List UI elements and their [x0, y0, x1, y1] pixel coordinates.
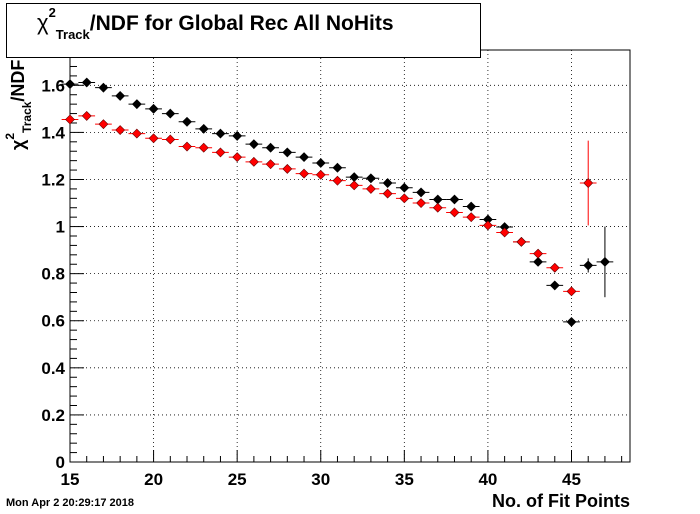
data-point	[165, 134, 176, 145]
timestamp: Mon Apr 2 20:29:17 2018	[6, 497, 134, 509]
data-point	[248, 156, 259, 167]
data-point	[466, 201, 477, 212]
data-point	[265, 159, 276, 170]
data-point	[349, 180, 360, 191]
x-tick-label: 25	[228, 470, 247, 489]
data-point	[182, 116, 192, 127]
data-point	[332, 162, 343, 173]
data-point	[482, 220, 493, 231]
title-chi: χ	[37, 10, 49, 35]
data-point	[449, 194, 460, 205]
data-markers	[61, 77, 614, 327]
ylabel-chi: χ	[8, 139, 28, 150]
x-tick-label: 20	[144, 470, 163, 489]
data-point	[449, 207, 460, 218]
title-rest: /NDF for Global Rec All NoHits	[89, 12, 394, 35]
title-box: χ2 Track/NDF for Global Rec All NoHits	[6, 3, 481, 58]
data-point	[549, 262, 560, 273]
data-point	[65, 79, 75, 90]
chart-title: χ2 Track/NDF for Global Rec All NoHits	[37, 5, 394, 42]
data-point	[131, 99, 142, 110]
data-point	[332, 175, 343, 186]
series-2	[61, 110, 597, 297]
data-point	[533, 256, 543, 267]
data-point	[148, 133, 159, 144]
data-point	[315, 169, 326, 180]
data-point	[131, 128, 142, 139]
data-point	[583, 178, 594, 188]
data-point	[600, 256, 610, 267]
data-point	[516, 236, 527, 247]
data-point	[115, 125, 126, 135]
data-point	[349, 172, 360, 183]
x-tick-label: 45	[562, 470, 581, 489]
data-point	[566, 286, 577, 297]
data-point	[81, 110, 92, 121]
data-point	[566, 316, 577, 327]
ylabel-subscript: Track	[20, 101, 34, 133]
data-point	[416, 198, 426, 208]
data-point	[466, 212, 477, 223]
data-point	[232, 131, 243, 141]
data-point	[533, 248, 543, 259]
data-point	[382, 188, 393, 199]
data-point	[365, 173, 376, 184]
axes: 15 20 25 30 35 40 45 0 0.2 0.4 0.6 0.8 1 1.2 1.4 1.6	[41, 56, 623, 489]
data-point	[65, 114, 75, 125]
data-point	[98, 119, 109, 130]
data-point	[215, 128, 226, 139]
data-point	[282, 163, 293, 174]
data-point	[399, 193, 410, 204]
y-axis-label: χ2Track/NDF	[3, 59, 34, 150]
data-point	[365, 183, 376, 194]
data-point	[299, 168, 309, 179]
data-point	[265, 142, 276, 153]
data-point	[232, 152, 243, 163]
series-1	[61, 77, 614, 327]
x-tick-label: 40	[478, 470, 497, 489]
data-point	[165, 108, 176, 119]
y-tick-label: 0.8	[41, 265, 65, 284]
data-point	[432, 194, 443, 205]
data-point	[98, 82, 109, 93]
ylabel-superscript: 2	[3, 132, 17, 140]
y-tick-label: 0.2	[41, 406, 65, 425]
x-tick-label: 35	[395, 470, 414, 489]
title-subscript: Track	[55, 27, 90, 42]
x-tick-label: 30	[311, 470, 330, 489]
grid-lines	[69, 50, 630, 462]
title-superscript: 2	[48, 5, 56, 20]
data-point	[315, 158, 326, 168]
y-tick-label: 0.6	[41, 312, 65, 331]
y-tick-label: 1.6	[41, 76, 65, 95]
x-axis-label: No. of Fit Points	[492, 491, 630, 511]
data-point	[282, 147, 293, 158]
ylabel-rest: /NDF	[8, 59, 28, 102]
data-point	[432, 202, 443, 213]
data-point	[182, 141, 192, 152]
data-point	[148, 103, 159, 114]
x-tick-label: 15	[61, 470, 80, 489]
data-point	[248, 139, 259, 150]
data-point	[115, 90, 126, 101]
data-point	[198, 123, 209, 134]
y-tick-label: 1.4	[41, 123, 65, 142]
data-point	[299, 152, 309, 163]
data-point	[399, 182, 410, 193]
data-point	[198, 142, 209, 153]
y-tick-label: 0.4	[41, 359, 65, 378]
data-point	[215, 147, 226, 158]
data-point	[416, 187, 426, 198]
data-point	[382, 178, 393, 188]
data-point	[499, 227, 510, 238]
y-tick-label: 1	[56, 218, 65, 237]
data-point	[583, 260, 594, 271]
data-point	[549, 280, 560, 291]
data-point	[81, 77, 92, 88]
y-tick-label: 0	[56, 453, 65, 472]
y-tick-label: 1.2	[41, 170, 65, 189]
